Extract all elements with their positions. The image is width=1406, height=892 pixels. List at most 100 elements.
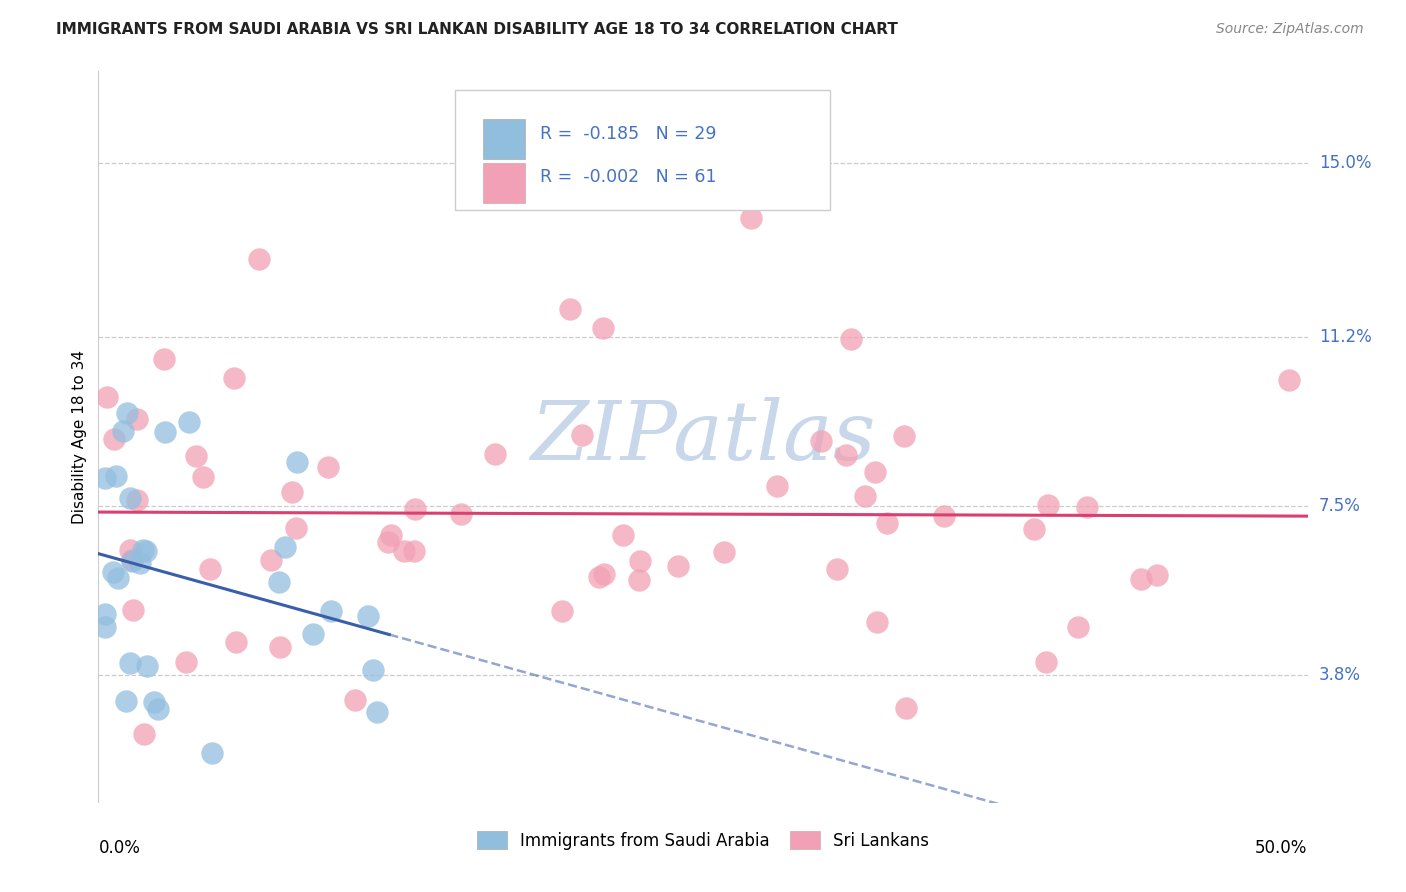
Point bbox=[285, 455, 308, 469]
Point bbox=[274, 540, 297, 554]
Point bbox=[115, 694, 138, 708]
Point bbox=[1035, 655, 1057, 669]
Point bbox=[201, 746, 224, 760]
Point bbox=[1076, 500, 1098, 515]
Point bbox=[316, 459, 339, 474]
Point bbox=[247, 252, 270, 267]
Point bbox=[666, 558, 689, 573]
FancyBboxPatch shape bbox=[456, 90, 830, 211]
Point bbox=[132, 727, 155, 741]
Point bbox=[835, 448, 858, 462]
Point bbox=[105, 468, 128, 483]
Point bbox=[357, 608, 380, 623]
FancyBboxPatch shape bbox=[482, 119, 526, 159]
Point bbox=[120, 543, 142, 558]
Point bbox=[321, 604, 343, 618]
Point bbox=[121, 552, 143, 566]
Point bbox=[103, 566, 125, 580]
Point bbox=[125, 492, 148, 507]
Point bbox=[366, 705, 388, 719]
Point bbox=[142, 694, 165, 708]
Point bbox=[551, 604, 574, 618]
Point bbox=[118, 491, 141, 505]
Point bbox=[152, 351, 174, 366]
Text: 0.0%: 0.0% bbox=[98, 839, 141, 857]
Point bbox=[260, 553, 283, 567]
Point bbox=[284, 521, 307, 535]
Point bbox=[115, 407, 138, 421]
Point bbox=[588, 569, 610, 583]
Point bbox=[404, 502, 426, 516]
Point bbox=[863, 465, 886, 479]
Point bbox=[111, 425, 134, 439]
Point bbox=[96, 390, 118, 404]
Text: 3.8%: 3.8% bbox=[1319, 665, 1361, 684]
FancyBboxPatch shape bbox=[482, 163, 526, 203]
Point bbox=[876, 516, 898, 530]
Point bbox=[825, 562, 848, 576]
Text: ZIPatlas: ZIPatlas bbox=[530, 397, 876, 477]
Point bbox=[301, 626, 323, 640]
Point bbox=[186, 449, 208, 463]
Point bbox=[1038, 498, 1060, 512]
Point bbox=[934, 508, 956, 523]
Text: 50.0%: 50.0% bbox=[1256, 839, 1308, 857]
Point bbox=[484, 447, 506, 461]
Point bbox=[129, 557, 152, 571]
Point bbox=[450, 507, 472, 521]
Point bbox=[1022, 522, 1045, 536]
Text: Source: ZipAtlas.com: Source: ZipAtlas.com bbox=[1216, 22, 1364, 37]
Point bbox=[627, 573, 650, 587]
Point bbox=[1146, 568, 1168, 582]
Point bbox=[571, 428, 593, 442]
Point bbox=[93, 607, 115, 621]
Point bbox=[377, 534, 399, 549]
Point bbox=[222, 371, 245, 385]
Point bbox=[103, 432, 125, 446]
Point bbox=[893, 429, 915, 443]
Point bbox=[740, 211, 762, 225]
Point bbox=[558, 301, 581, 317]
Legend: Immigrants from Saudi Arabia, Sri Lankans: Immigrants from Saudi Arabia, Sri Lankan… bbox=[470, 824, 936, 856]
Point bbox=[592, 321, 614, 335]
Point bbox=[127, 411, 149, 425]
Point bbox=[225, 635, 247, 649]
Point bbox=[136, 659, 159, 673]
Point bbox=[394, 544, 416, 558]
Text: 7.5%: 7.5% bbox=[1319, 497, 1361, 515]
Point bbox=[122, 603, 145, 617]
Point bbox=[121, 554, 143, 568]
Point bbox=[853, 489, 876, 503]
Text: R =  -0.185   N = 29: R = -0.185 N = 29 bbox=[540, 125, 716, 143]
Point bbox=[135, 543, 157, 558]
Point bbox=[404, 543, 426, 558]
Point bbox=[193, 470, 215, 484]
Point bbox=[1130, 572, 1153, 586]
Point bbox=[1067, 619, 1090, 633]
Point bbox=[269, 640, 291, 654]
Point bbox=[380, 527, 402, 541]
Point bbox=[713, 545, 735, 559]
Point bbox=[894, 700, 917, 714]
Point bbox=[628, 554, 651, 568]
Y-axis label: Disability Age 18 to 34: Disability Age 18 to 34 bbox=[72, 350, 87, 524]
Point bbox=[766, 479, 789, 493]
Text: 15.0%: 15.0% bbox=[1319, 153, 1371, 172]
Point bbox=[179, 415, 201, 429]
Point bbox=[174, 655, 197, 669]
Text: R =  -0.002   N = 61: R = -0.002 N = 61 bbox=[540, 169, 716, 186]
Point bbox=[841, 332, 863, 346]
Point bbox=[593, 566, 616, 581]
Point bbox=[343, 692, 366, 706]
Point bbox=[612, 528, 634, 542]
Point bbox=[866, 615, 889, 629]
Text: 11.2%: 11.2% bbox=[1319, 327, 1371, 345]
Point bbox=[281, 485, 304, 500]
Point bbox=[810, 434, 832, 449]
Point bbox=[146, 701, 169, 715]
Text: IMMIGRANTS FROM SAUDI ARABIA VS SRI LANKAN DISABILITY AGE 18 TO 34 CORRELATION C: IMMIGRANTS FROM SAUDI ARABIA VS SRI LANK… bbox=[56, 22, 898, 37]
Point bbox=[94, 620, 117, 634]
Point bbox=[118, 656, 141, 670]
Point bbox=[132, 543, 155, 558]
Point bbox=[198, 561, 221, 575]
